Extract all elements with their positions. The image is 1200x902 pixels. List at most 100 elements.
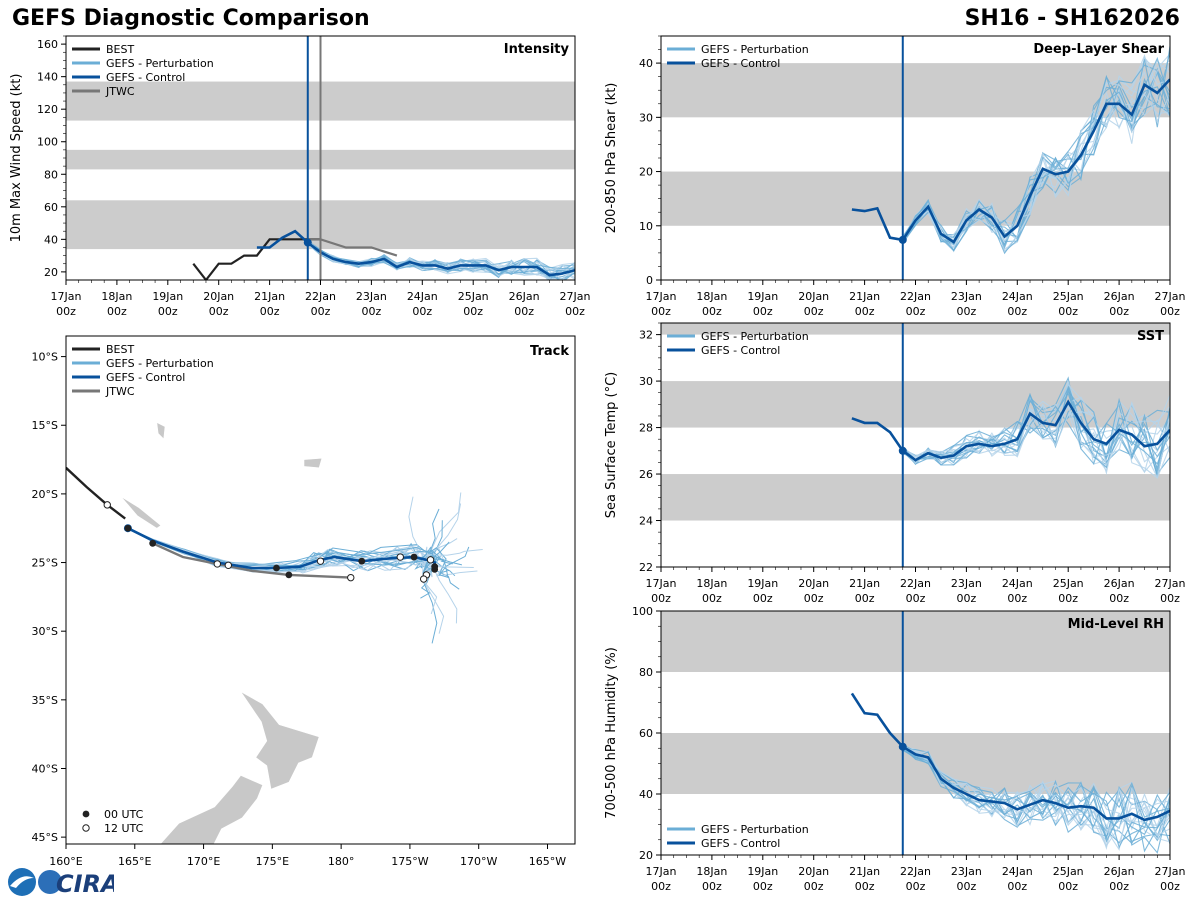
rh-xtick-sublabel: 00z xyxy=(855,880,875,893)
sst-xtick-label: 18Jan xyxy=(696,577,727,590)
track-marker-12utc xyxy=(396,553,404,561)
sst-perturbation-member xyxy=(902,400,1170,465)
shear-perturbation-member xyxy=(902,56,1170,252)
track-marker-00utc xyxy=(285,571,293,579)
intensity-xtick-sublabel: 00z xyxy=(362,305,382,318)
sst-xtick-sublabel: 00z xyxy=(1109,592,1129,605)
intensity-ytick-label: 160 xyxy=(37,38,58,51)
track-legend-label: GEFS - Perturbation xyxy=(106,357,214,370)
intensity-xtick-sublabel: 00z xyxy=(158,305,178,318)
track-legend-label: GEFS - Control xyxy=(106,371,185,384)
intensity-ytick-label: 140 xyxy=(37,71,58,84)
sst-perturbation-member xyxy=(902,390,1170,472)
intensity-xtick-sublabel: 00z xyxy=(412,305,432,318)
rh-xtick-label: 23Jan xyxy=(951,865,982,878)
intensity-xtick-label: 18Jan xyxy=(101,290,132,303)
intensity-xtick-sublabel: 00z xyxy=(107,305,127,318)
rh-band-1 xyxy=(661,611,1170,672)
sst-legend-label: GEFS - Control xyxy=(701,344,780,357)
land-new-zealand-south-island xyxy=(159,775,264,844)
rh-xtick-sublabel: 00z xyxy=(1058,880,1078,893)
shear-xtick-label: 21Jan xyxy=(849,290,880,303)
rh-xtick-sublabel: 00z xyxy=(1007,880,1027,893)
rh-xtick-label: 26Jan xyxy=(1104,865,1135,878)
shear-xtick-label: 20Jan xyxy=(798,290,829,303)
noaa-bird-icon xyxy=(10,876,34,888)
track-ytick-label: 15°S xyxy=(32,419,58,432)
intensity-xtick-sublabel: 00z xyxy=(463,305,483,318)
track-legend-label: BEST xyxy=(106,343,134,356)
shear-title: Deep-Layer Shear xyxy=(1033,42,1164,57)
land-fiji xyxy=(303,457,323,469)
sst-xtick-label: 17Jan xyxy=(646,577,677,590)
track-marker-00utc xyxy=(124,524,132,532)
sst-band-0 xyxy=(661,474,1170,521)
sst-ytick-label: 26 xyxy=(639,468,653,481)
track-marker-00utc xyxy=(273,564,280,572)
shear-xtick-label: 25Jan xyxy=(1053,290,1084,303)
shear-xtick-sublabel: 00z xyxy=(1109,305,1129,318)
land-new-zealand-north-island xyxy=(240,691,320,790)
rh-xtick-label: 22Jan xyxy=(900,865,931,878)
shear-ytick-label: 40 xyxy=(639,57,653,70)
rh-legend-label: GEFS - Perturbation xyxy=(701,823,809,836)
rh-perturbation-member xyxy=(902,745,1170,843)
sst-xtick-label: 25Jan xyxy=(1053,577,1084,590)
track-marker-12utc xyxy=(426,556,435,564)
track-marker-12utc xyxy=(419,575,428,583)
intensity-xtick-label: 24Jan xyxy=(407,290,438,303)
sst-xtick-sublabel: 00z xyxy=(702,592,722,605)
rh-perturbation-member xyxy=(902,744,1170,836)
shear-xtick-label: 27Jan xyxy=(1155,290,1186,303)
track-perturbation-member xyxy=(127,520,443,572)
intensity-ytick-label: 40 xyxy=(44,233,58,246)
track-xtick-label: 180° xyxy=(328,855,355,868)
shear-ytick-label: 0 xyxy=(646,274,653,287)
track-xtick-label: 170°E xyxy=(187,855,220,868)
shear-chart: 0 10 20 30 40 17Jan 00z 18Jan 00z 19Jan 00z 20Jan 00… xyxy=(604,35,1186,318)
track-marker-12utc xyxy=(103,501,111,509)
intensity-xtick-sublabel: 00z xyxy=(209,305,229,318)
sst-legend-label: GEFS - Perturbation xyxy=(701,330,809,343)
track-xtick-label: 160°E xyxy=(49,855,82,868)
shear-perturbation-member xyxy=(902,46,1170,246)
rh-xtick-label: 17Jan xyxy=(646,865,677,878)
sst-perturbation-member xyxy=(902,393,1170,470)
intensity-xtick-label: 25Jan xyxy=(458,290,489,303)
shear-xtick-sublabel: 00z xyxy=(651,305,671,318)
rh-perturbation-member xyxy=(902,747,1170,844)
intensity-xtick-sublabel: 00z xyxy=(311,305,331,318)
shear-init-point xyxy=(898,235,907,244)
intensity-ytick-label: 80 xyxy=(44,168,58,181)
intensity-xtick-label: 26Jan xyxy=(509,290,540,303)
rh-xtick-label: 18Jan xyxy=(696,865,727,878)
intensity-xtick-label: 22Jan xyxy=(305,290,336,303)
intensity-xtick-sublabel: 00z xyxy=(56,305,76,318)
sst-xtick-sublabel: 00z xyxy=(804,592,824,605)
sst-perturbation-member xyxy=(902,386,1170,463)
track-legend-label: JTWC xyxy=(105,385,135,398)
intensity-title: Intensity xyxy=(504,42,570,57)
rh-ytick-label: 100 xyxy=(632,605,653,618)
rh-ytick-label: 60 xyxy=(639,727,653,740)
intensity-legend-label: JTWC xyxy=(105,85,135,98)
logo-text: CIRA xyxy=(56,870,114,898)
rh-xtick-label: 25Jan xyxy=(1053,865,1084,878)
sst-xtick-sublabel: 00z xyxy=(906,592,926,605)
intensity-chart: 20 40 60 80 100 120 140 160 17Jan 00z 18Jan 00z 19Ja… xyxy=(9,35,590,318)
sst-title: SST xyxy=(1137,329,1164,344)
track-xtick-label: 170°W xyxy=(460,855,497,868)
rh-xtick-label: 21Jan xyxy=(849,865,880,878)
rh-perturbation-member xyxy=(902,749,1170,849)
sst-xtick-label: 27Jan xyxy=(1155,577,1186,590)
sst-ytick-label: 28 xyxy=(639,422,653,435)
track-xtick-label: 165°E xyxy=(118,855,151,868)
intensity-ytick-label: 60 xyxy=(44,201,58,214)
track-perturbation-member xyxy=(127,527,442,644)
shear-xtick-sublabel: 00z xyxy=(906,305,926,318)
rh-xtick-label: 19Jan xyxy=(747,865,778,878)
shear-legend-label: GEFS - Perturbation xyxy=(701,43,809,56)
sst-xtick-label: 21Jan xyxy=(849,577,880,590)
sst-ylabel: Sea Surface Temp (°C) xyxy=(604,372,619,519)
shear-perturbation-member xyxy=(902,70,1170,240)
